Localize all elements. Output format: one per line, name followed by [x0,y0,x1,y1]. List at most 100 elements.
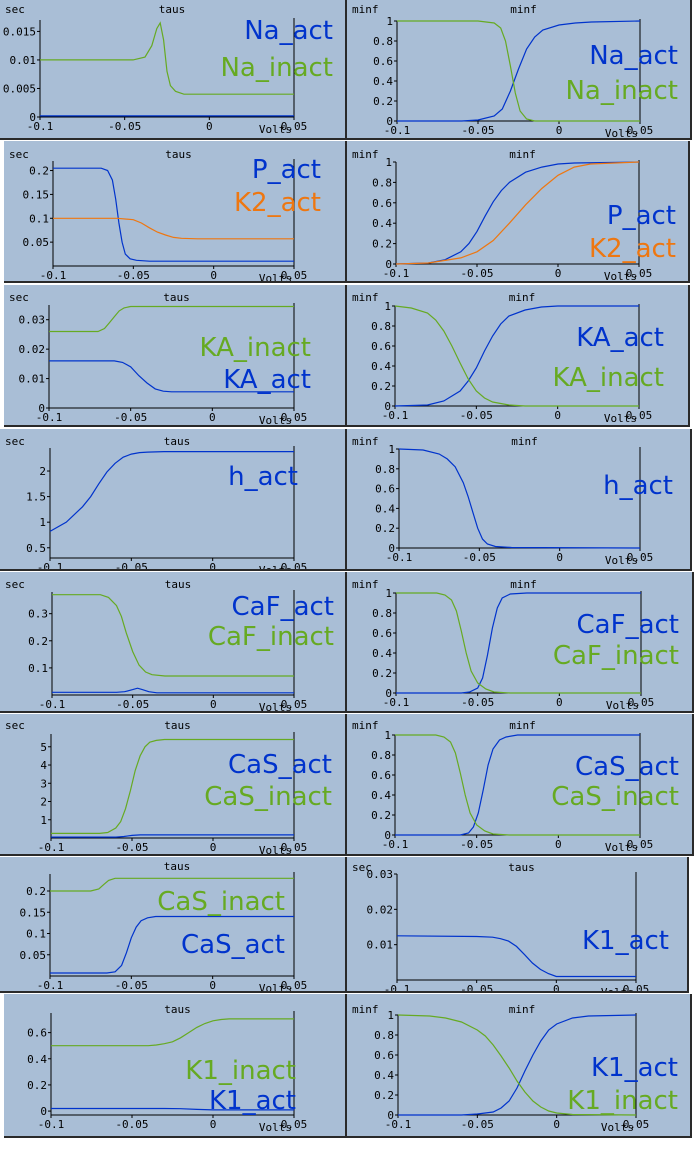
chart-title: minf [510,578,537,591]
legend-k2-act: K2_act [234,188,321,218]
x-tick-label: 0 [210,1118,217,1131]
x-tick-label: 0 [210,269,217,282]
y-tick-label: 0.2 [28,635,48,648]
x-axis-label: Volts [604,270,637,283]
x-tick-label: 0.05 [281,120,308,133]
series-line-k2-act [395,161,640,265]
y-tick-label: 0.02 [19,343,46,356]
series-line-caf-inact [52,594,294,677]
x-tick-label: -0.1 [382,409,409,422]
x-axis-label: Volts [259,272,292,283]
y-tick-label: 0.01 [367,939,394,952]
x-axis-label: Volts [605,554,638,567]
x-tick-label: -0.05 [460,838,493,851]
chart-title: taus [164,860,191,873]
x-tick-label: 0 [209,561,216,571]
axes [396,19,641,122]
x-tick-label: -0.1 [40,269,67,282]
chart-panel-3: 0.05 0.1 0.15 0.2 -0.1 -0.05 0 0.05 Volts sec taus… [4,141,347,283]
y-tick-label: 1 [39,516,46,529]
legend-ka-inact: KA_inact [552,363,664,393]
x-axis-label: Volts [259,1121,292,1134]
y-tick-label: 0.15 [20,906,47,919]
series-line-na-act [397,20,641,122]
legend-k1-inact: K1_inact [567,1086,678,1116]
y-tick-label: 0.2 [371,809,391,822]
series-line-k1-inact [397,1014,637,1116]
y-tick-label: 1 [388,443,395,456]
x-tick-label: 0 [556,551,563,564]
legend-k1-act: K1_act [582,926,669,956]
y-tick-label: 0.2 [26,885,46,898]
x-tick-label: 0.05 [627,838,654,851]
y-tick-label: 0 [387,1109,394,1122]
x-tick-label: -0.05 [115,561,148,571]
x-tick-label: 0 [553,1118,560,1131]
series-line-caf-act [52,687,294,694]
x-tick-label: -0.05 [117,269,150,282]
series-line-k1-act [398,1014,637,1116]
y-tick-label: 0.6 [372,627,392,640]
chart-title: taus [165,578,192,591]
y-tick-label: 0.15 [23,188,50,201]
x-axis-label: Volts [601,1121,634,1134]
x-tick-label: -0.1 [386,551,413,564]
x-axis-label: Volts [259,701,292,713]
y-axis-label: sec [9,148,29,161]
y-axis-label: minf [352,291,379,304]
x-tick-label: 0.05 [281,841,308,854]
axes [51,590,295,696]
x-axis-label: Volts [259,414,292,427]
axes [49,872,295,977]
series-line-k1-act [51,1107,294,1111]
x-tick-label: -0.1 [38,841,65,854]
series-line-p-act [395,161,640,265]
y-tick-label: 2 [40,796,47,809]
x-axis-label: Volts [604,412,637,425]
x-axis-label: Volts [259,982,292,993]
chart-title: minf [509,1003,536,1016]
chart-panel-16: 0 0.2 0.4 0.6 0.8 1 -0.1 -0.05 0 0.05 Volts minf min… [347,994,692,1138]
y-tick-label: 0 [385,687,392,700]
y-tick-label: 0.1 [28,662,48,675]
axes [395,160,640,265]
x-tick-label: 0.05 [627,551,654,564]
legend-na-act: Na_act [244,16,333,46]
y-tick-label: 1 [384,300,391,313]
y-tick-label: 0.6 [371,340,391,353]
chart-panel-2: 0 0.2 0.4 0.6 0.8 1 -0.1 -0.05 0 0.05 Volts minf min… [347,0,692,140]
y-tick-label: 5 [40,741,47,754]
axes [39,18,295,118]
x-tick-label: -0.05 [463,551,496,564]
y-tick-label: 0.6 [371,769,391,782]
legend-na-inact: Na_inact [565,76,678,106]
x-tick-label: -0.1 [383,267,410,280]
x-tick-label: -0.05 [460,983,493,993]
y-tick-label: 0.8 [375,463,395,476]
y-axis-label: minf [352,3,379,16]
x-tick-label: 0.05 [623,1118,650,1131]
y-tick-label: 0.8 [372,607,392,620]
chart-panel-6: 0 0.2 0.4 0.6 0.8 1 -0.1 -0.05 0 0.05 Volts minf min… [347,285,690,427]
y-tick-label: 0 [384,400,391,413]
x-tick-label: -0.1 [37,561,64,571]
y-tick-label: 0.015 [3,25,36,38]
x-axis-label: Volts [259,564,292,571]
chart-panel-5: 0 0.01 0.02 0.03 -0.1 -0.05 0 0.05 Volts sec taus K… [4,285,347,427]
x-tick-label: 0.05 [628,696,655,709]
series-line-p-act [53,167,294,262]
y-tick-label: 0 [385,258,392,271]
x-tick-label: -0.05 [461,1118,494,1131]
series-line-ka-act [49,360,294,393]
axes [397,1013,637,1116]
y-tick-label: 0 [40,1105,47,1118]
x-tick-label: -0.1 [384,124,411,137]
legend-caf-inact: CaF_inact [553,641,679,671]
y-tick-label: 0.8 [372,176,392,189]
legend-p-act: P_act [252,155,321,185]
